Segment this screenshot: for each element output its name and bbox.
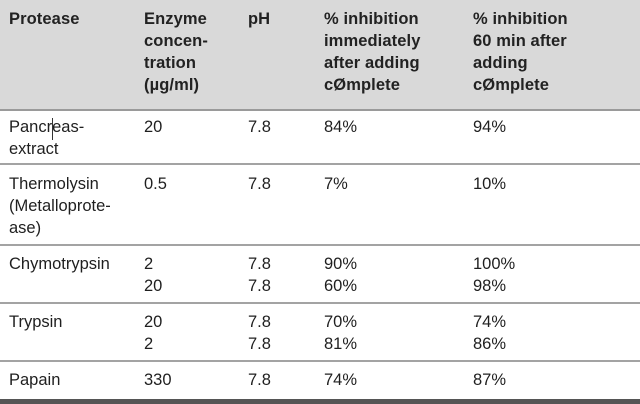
- cell-inhibition-60min: 10%: [473, 175, 507, 193]
- header-protease: Protease: [9, 10, 80, 28]
- header-enzyme-concentration: Enzyme concen- tration (µg/ml): [144, 10, 208, 94]
- cell-inhibition-immediate: 70% 81%: [324, 313, 358, 353]
- cell-concentration: 2 20: [144, 255, 163, 295]
- cell-inhibition-60min: 100% 98%: [473, 255, 516, 295]
- cell-inhibition-60min: 87%: [473, 371, 507, 389]
- cell-protease: Chymotrypsin: [9, 255, 110, 273]
- table-header: [0, 0, 640, 111]
- cell-protease: Papain: [9, 371, 61, 389]
- cell-concentration: 330: [144, 371, 172, 389]
- cell-inhibition-immediate: 74%: [324, 371, 358, 389]
- table-bottom-rule: [0, 399, 640, 404]
- cell-concentration: 20: [144, 118, 163, 136]
- header-ph: pH: [248, 10, 271, 28]
- cell-inhibition-60min: 74% 86%: [473, 313, 507, 353]
- header-inhibition-immediate: % inhibition immediately after adding cØ…: [324, 10, 421, 94]
- cell-ph: 7.8 7.8: [248, 255, 271, 295]
- cell-ph: 7.8: [248, 175, 271, 193]
- row-divider: [0, 163, 640, 165]
- cell-protease: Trypsin: [9, 313, 63, 331]
- cell-protease: Pancreas- extract: [9, 118, 85, 158]
- cell-protease: Thermolysin (Metalloprote- ase): [9, 175, 111, 237]
- cell-ph: 7.8 7.8: [248, 313, 271, 353]
- row-divider: [0, 244, 640, 246]
- cell-inhibition-immediate: 90% 60%: [324, 255, 358, 295]
- text-cursor: [52, 118, 53, 140]
- cell-inhibition-immediate: 84%: [324, 118, 358, 136]
- cell-ph: 7.8: [248, 371, 271, 389]
- cell-concentration: 0.5: [144, 175, 167, 193]
- header-inhibition-60min: % inhibition 60 min after adding cØmplet…: [473, 10, 568, 94]
- cell-ph: 7.8: [248, 118, 271, 136]
- row-divider: [0, 302, 640, 304]
- cell-inhibition-immediate: 7%: [324, 175, 348, 193]
- row-divider: [0, 360, 640, 362]
- cell-inhibition-60min: 94%: [473, 118, 507, 136]
- cell-concentration: 20 2: [144, 313, 163, 353]
